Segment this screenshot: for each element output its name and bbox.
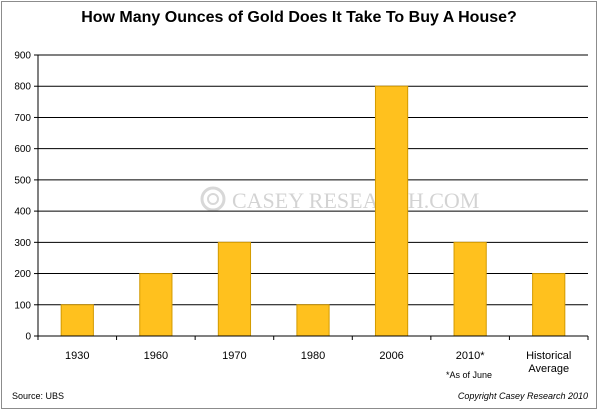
xtick-label-historical-average: Historical Average	[526, 350, 571, 375]
bar-1970	[217, 241, 252, 337]
bar-1980	[296, 304, 330, 337]
ytick-label-100: 100	[14, 300, 31, 311]
xtick-label-1930: 1930	[65, 350, 89, 362]
bar-historical-average	[532, 273, 566, 337]
ytick-label-700: 700	[14, 113, 31, 124]
ytick-label-500: 500	[14, 175, 31, 186]
xtick-label-2006: 2006	[379, 350, 403, 362]
ytick-label-900: 900	[14, 51, 31, 62]
watermark-logo-icon	[200, 186, 226, 212]
chart-title: How Many Ounces of Gold Does It Take To …	[81, 9, 517, 26]
copyright-note: Copyright Casey Research 2010	[457, 391, 588, 401]
bar-1960	[139, 273, 173, 337]
ytick-label-400: 400	[14, 207, 31, 218]
bar-2006	[374, 85, 409, 337]
bar-2010-	[453, 241, 487, 337]
annotation-as-of-june: *As of June	[446, 370, 492, 380]
ytick-label-800: 800	[14, 82, 31, 93]
bar-1930	[60, 304, 94, 337]
ytick-label-600: 600	[14, 144, 31, 155]
xtick-label-1960: 1960	[144, 350, 168, 362]
casey-research-watermark: CASEY RESEARCH.COM	[200, 186, 479, 213]
xtick-label-1970: 1970	[222, 350, 246, 362]
ytick-label-0: 0	[25, 332, 31, 343]
ytick-label-200: 200	[14, 269, 31, 280]
source-note: Source: UBS	[12, 391, 65, 401]
ytick-label-300: 300	[14, 238, 31, 249]
watermark-text: CASEY RESEARCH.COM	[232, 188, 479, 213]
xtick-label-2010-: 2010*	[456, 350, 485, 362]
xtick-label-1980: 1980	[301, 350, 325, 362]
